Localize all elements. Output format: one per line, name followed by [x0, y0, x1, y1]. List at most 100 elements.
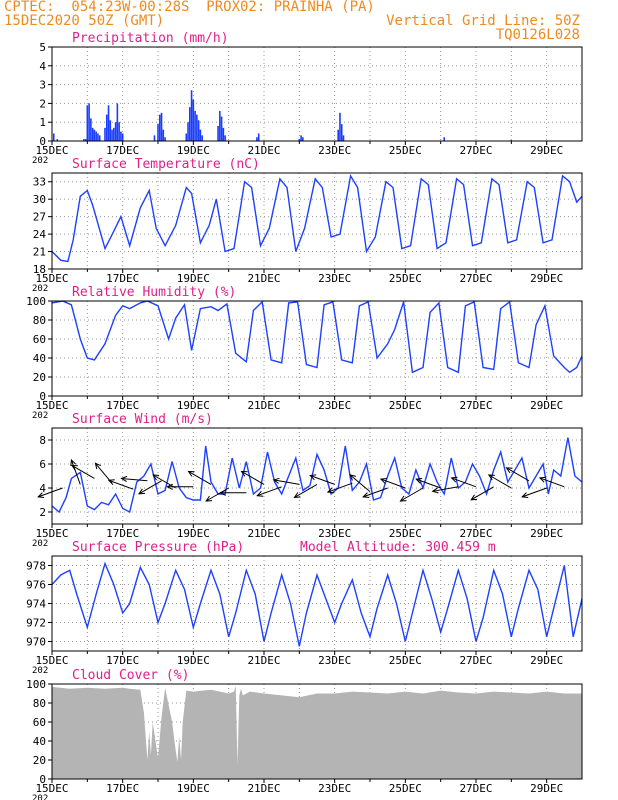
wind-arrow-shaft	[506, 467, 530, 482]
wind-arrow-head	[240, 470, 248, 477]
rh-xtick-label: 25DEC	[389, 399, 422, 412]
pres-xtick-label: 23DEC	[318, 654, 351, 667]
rh-ytick-label: 60	[33, 333, 46, 346]
cloud-ytick-label: 60	[33, 716, 46, 729]
precip-ytick-label: 3	[39, 79, 46, 92]
wind-year-label: 202	[32, 539, 48, 549]
precip-bar	[118, 122, 120, 141]
rh-year-label: 202	[32, 411, 48, 421]
precip-bar	[116, 103, 119, 141]
temp-ytick-label: 18	[33, 263, 46, 276]
temp-year-label: 202	[32, 284, 48, 294]
precip-frame	[51, 46, 583, 142]
wind-arrow-head	[37, 492, 45, 498]
wind-arrow-shaft	[451, 477, 477, 488]
rh-ytick-label: 0	[39, 390, 46, 403]
rh-xtick-label: 27DEC	[459, 399, 492, 412]
precip-year-label: 202	[32, 156, 48, 166]
wind-arrow-head	[505, 467, 513, 474]
wind-arrow-head	[70, 458, 77, 466]
cloud-ytick-label: 80	[33, 697, 46, 710]
precip-bar	[256, 137, 258, 141]
pres-xtick-label: 19DEC	[177, 654, 210, 667]
precip-bar	[153, 135, 156, 141]
precip-bar	[339, 112, 341, 141]
wind-ytick-label: 6	[39, 458, 46, 471]
temp-xtick-label: 19DEC	[177, 272, 210, 285]
cloud-xtick-label: 19DEC	[177, 782, 210, 795]
rh-xtick-label: 15DEC	[35, 399, 68, 412]
temp-series-line	[51, 173, 583, 263]
wind-arrow-head	[219, 489, 226, 496]
wind-xtick-label: 17DEC	[106, 527, 139, 540]
pres-xtick-label: 29DEC	[530, 654, 563, 667]
wind-title: Surface Wind (m/s)	[72, 412, 213, 427]
precip-bar	[340, 124, 343, 141]
temp-ytick-label: 21	[33, 246, 46, 259]
precip-xtick-label: 15DEC	[35, 144, 68, 157]
cloud-xtick-label: 17DEC	[106, 782, 139, 795]
wind-arrow-head	[138, 488, 146, 495]
cloud-xtick-label: 21DEC	[247, 782, 280, 795]
precip-bar	[98, 135, 101, 141]
temp-xtick-label: 25DEC	[389, 272, 422, 285]
precip-xtick-label: 19DEC	[177, 144, 210, 157]
pres-title: Surface Pressure (hPa)	[72, 540, 244, 555]
wind-arrow-head	[94, 462, 102, 470]
precip-xtick-label: 17DEC	[106, 144, 139, 157]
temp-ytick-label: 27	[33, 211, 46, 224]
wind-arrow-head	[256, 491, 264, 497]
cloud-ytick-label: 40	[33, 735, 46, 748]
rh-ytick-label: 80	[33, 314, 46, 327]
wind-arrow-shaft	[488, 474, 512, 489]
wind-xtick-label: 25DEC	[389, 527, 422, 540]
cloud-xtick-label: 25DEC	[389, 782, 422, 795]
wind-arrow-shaft	[257, 486, 282, 497]
precip-bar	[298, 139, 301, 141]
precip-bar	[95, 131, 97, 141]
precip-bar	[185, 133, 188, 141]
wind-arrow-head	[152, 474, 160, 481]
precip-bar	[93, 129, 96, 141]
wind-arrow-head	[487, 474, 495, 481]
precip-bar	[196, 114, 198, 141]
wind-arrow-shaft	[522, 487, 547, 498]
precip-bar	[158, 114, 161, 141]
precip-bar	[224, 135, 226, 141]
cloud-xtick-label: 15DEC	[35, 782, 68, 795]
precip-bar	[337, 129, 339, 141]
precip-bar	[157, 124, 159, 141]
wind-arrow-head	[379, 478, 387, 484]
precip-bar	[160, 112, 163, 141]
rh-xtick-label: 29DEC	[530, 399, 563, 412]
pres-ytick-label: 970	[26, 636, 46, 649]
precip-bar	[56, 139, 59, 141]
pres-ytick-label: 976	[26, 579, 46, 592]
wind-arrow-head	[470, 494, 478, 501]
wind-arrow-shaft	[241, 470, 265, 485]
precip-bar	[164, 137, 166, 141]
wind-arrow-shaft	[470, 486, 494, 501]
precip-xtick-label: 21DEC	[247, 144, 280, 157]
temp-title: Surface Temperature (nC)	[72, 157, 260, 172]
wind-arrow-head	[349, 474, 357, 481]
wind-arrow-shaft	[188, 470, 212, 485]
wind-arrow-shaft	[349, 474, 371, 492]
precip-bar	[443, 137, 445, 141]
temp-xtick-label: 27DEC	[459, 272, 492, 285]
wind-arrow-shaft	[138, 480, 162, 495]
wind-arrow-head	[166, 483, 173, 490]
wind-arrow-shaft	[380, 478, 406, 489]
rh-ytick-label: 20	[33, 371, 46, 384]
precip-bar	[111, 129, 113, 141]
precip-xtick-label: 29DEC	[530, 144, 563, 157]
precip-bar	[52, 133, 55, 141]
precip-bar	[194, 110, 196, 141]
wind-arrow-head	[120, 475, 128, 483]
precip-ytick-label: 2	[39, 97, 46, 110]
wind-arrow-head	[293, 492, 301, 498]
cloud-year-label: 202	[32, 794, 48, 800]
wind-arrow-head	[309, 474, 317, 481]
temp-ytick-label: 24	[33, 228, 47, 241]
